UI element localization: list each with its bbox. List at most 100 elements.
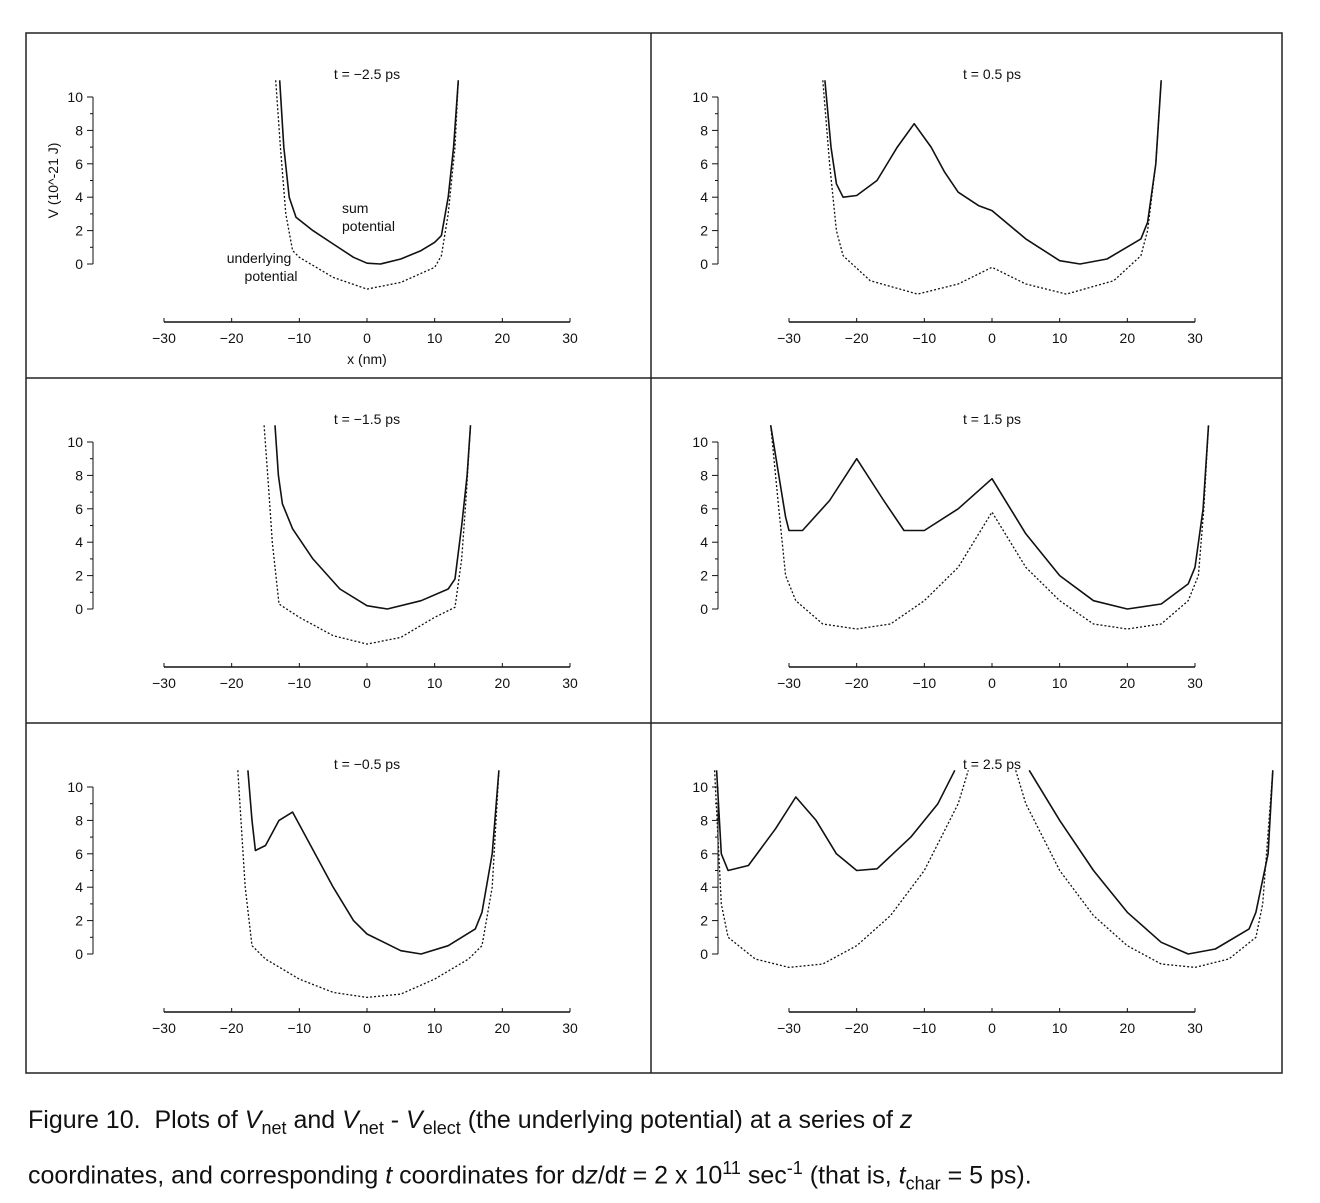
y-tick-label: 0 <box>700 256 708 272</box>
y-tick-label: 10 <box>67 434 83 450</box>
caption-text: net <box>261 1118 287 1138</box>
caption-text: Figure 10. Plots of <box>28 1106 245 1134</box>
y-tick-label: 10 <box>67 779 83 795</box>
y-tick-label: 6 <box>700 156 708 172</box>
x-tick-label: −20 <box>220 1020 244 1036</box>
y-tick-label: 10 <box>692 89 708 105</box>
x-tick-label: −10 <box>287 1020 311 1036</box>
series-line <box>770 425 1210 630</box>
x-axis-label: x (nm) <box>347 351 387 367</box>
panel: t = −0.5 ps 0 2 4 6 8 10 −30 −20 −10 0 10 20 30 <box>67 756 578 1036</box>
caption-text: z <box>899 1106 913 1134</box>
y-tick-label: 4 <box>700 534 708 550</box>
x-tick-label: 0 <box>988 1020 996 1036</box>
frame <box>25 32 1283 1074</box>
x-tick-label: −20 <box>220 675 244 691</box>
caption-text: char <box>905 1173 941 1194</box>
series-line <box>263 425 472 645</box>
series-line <box>715 769 1274 955</box>
series-line <box>274 425 472 610</box>
y-tick-label: 0 <box>700 946 708 962</box>
y-tick-label: 8 <box>700 467 708 483</box>
y-tick-label: 2 <box>700 223 708 239</box>
panel: t = −2.5 ps 0 2 4 6 8 10 −30 −20 −10 0 10 20 30 x (nm)… <box>45 66 578 367</box>
caption-text: V <box>406 1106 423 1134</box>
y-tick-label: 0 <box>700 601 708 617</box>
caption-text: /d <box>597 1161 619 1190</box>
caption-text: elect <box>422 1118 461 1138</box>
x-tick-label: 10 <box>1052 675 1068 691</box>
caption-text: coordinates, and corresponding <box>28 1161 386 1190</box>
x-tick-label: 0 <box>363 675 371 691</box>
panel: t = −1.5 ps 0 2 4 6 8 10 −30 −20 −10 0 10 20 30 <box>67 411 578 691</box>
caption-text: (that is, <box>802 1161 899 1190</box>
caption-text: z <box>585 1161 598 1190</box>
caption-text: and <box>286 1106 343 1134</box>
x-tick-label: −20 <box>220 330 244 346</box>
annotation: sum <box>342 200 368 216</box>
chart-title: t = −2.5 ps <box>334 66 400 82</box>
x-tick-label: −30 <box>152 1020 176 1036</box>
y-tick-label: 10 <box>692 779 708 795</box>
x-tick-label: −20 <box>845 1020 869 1036</box>
y-tick-label: 4 <box>700 879 708 895</box>
caption-text: coordinates for d <box>392 1161 586 1190</box>
x-tick-label: −30 <box>777 675 801 691</box>
y-tick-label: 4 <box>75 534 83 550</box>
caption-text: 11 <box>722 1158 741 1178</box>
y-tick-label: 4 <box>75 189 83 205</box>
caption-text: -1 <box>786 1158 803 1178</box>
y-tick-label: 2 <box>75 568 83 584</box>
caption-text: t <box>385 1161 393 1190</box>
y-tick-label: 8 <box>75 812 83 828</box>
series-line <box>247 770 500 955</box>
x-tick-label: −20 <box>845 330 869 346</box>
caption-text: net <box>358 1118 384 1138</box>
x-tick-label: 20 <box>495 1020 511 1036</box>
y-axis-label: V (10^-21 J) <box>45 143 61 219</box>
x-tick-label: 30 <box>562 675 578 691</box>
series-line <box>278 80 460 265</box>
y-tick-label: 8 <box>700 812 708 828</box>
y-tick-label: 2 <box>75 913 83 929</box>
series-line <box>275 80 459 290</box>
chart-title: t = −1.5 ps <box>334 411 400 427</box>
x-tick-label: −10 <box>287 330 311 346</box>
series-line <box>237 770 500 999</box>
panel: t = 1.5 ps 0 2 4 6 8 10 −30 −20 −10 0 10 20 30 <box>692 411 1210 691</box>
x-tick-label: 20 <box>495 330 511 346</box>
y-tick-label: 10 <box>67 89 83 105</box>
panel: t = 0.5 ps 0 2 4 6 8 10 −30 −20 −10 0 10 20 30 <box>692 66 1203 346</box>
chart-title: t = −0.5 ps <box>334 756 400 772</box>
x-tick-label: 0 <box>988 675 996 691</box>
x-tick-label: 30 <box>562 1020 578 1036</box>
panel: t = 2.5 ps 0 2 4 6 8 10 −30 −20 −10 0 10 20 30 <box>692 756 1274 1036</box>
annotation: potential <box>342 218 395 234</box>
chart-title: t = 1.5 ps <box>963 411 1021 427</box>
series-line <box>769 425 1210 610</box>
x-tick-label: −30 <box>777 330 801 346</box>
annotation: potential <box>245 268 298 284</box>
x-tick-label: 20 <box>1120 1020 1136 1036</box>
x-tick-label: 20 <box>1120 330 1136 346</box>
x-tick-label: 30 <box>562 330 578 346</box>
annotation: underlying <box>227 250 292 266</box>
x-tick-label: −30 <box>777 1020 801 1036</box>
series-line <box>713 770 1274 969</box>
caption-text: = 2 x 10 <box>625 1161 723 1190</box>
x-tick-label: 10 <box>427 330 443 346</box>
caption-text: t <box>618 1161 626 1190</box>
y-tick-label: 6 <box>700 501 708 517</box>
caption-text: t <box>898 1161 906 1190</box>
x-tick-label: −10 <box>912 330 936 346</box>
caption-text: = 5 ps). <box>940 1161 1032 1190</box>
y-tick-label: 8 <box>75 122 83 138</box>
y-tick-label: 4 <box>700 189 708 205</box>
x-tick-label: 0 <box>988 330 996 346</box>
y-tick-label: 10 <box>692 434 708 450</box>
x-tick-label: 10 <box>1052 1020 1068 1036</box>
caption-text: sec <box>740 1161 787 1190</box>
x-tick-label: −10 <box>912 675 936 691</box>
